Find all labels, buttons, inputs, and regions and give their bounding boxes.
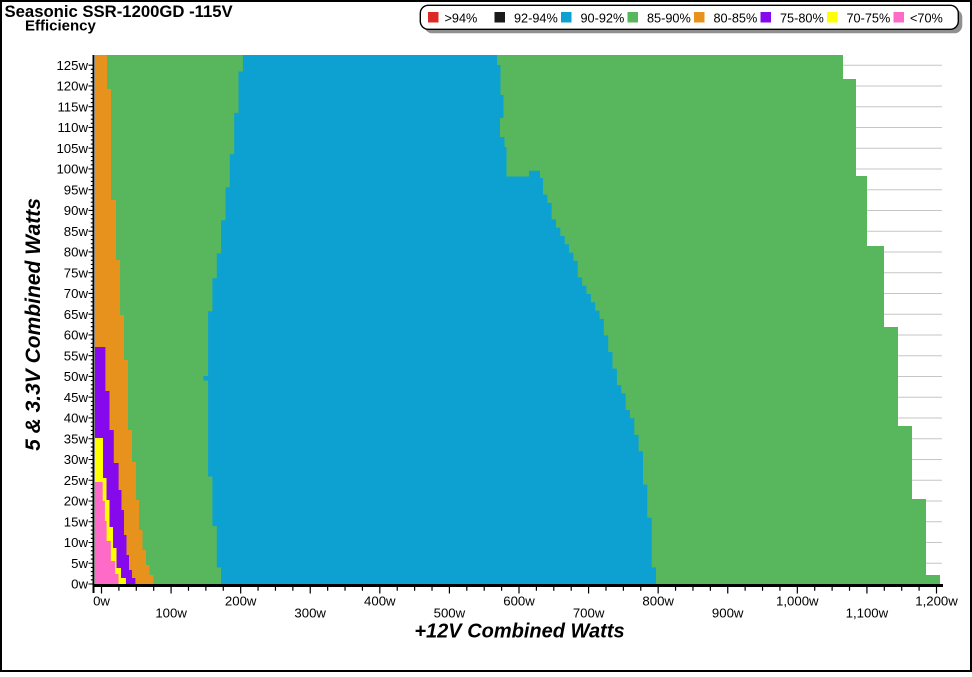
svg-text:100w: 100w bbox=[56, 162, 88, 177]
svg-text:300w: 300w bbox=[294, 605, 326, 620]
svg-text:+12V Combined Watts: +12V Combined Watts bbox=[414, 621, 624, 643]
svg-text:60w: 60w bbox=[64, 328, 89, 343]
svg-text:400w: 400w bbox=[364, 594, 396, 609]
svg-text:25w: 25w bbox=[64, 473, 89, 488]
svg-text:15w: 15w bbox=[64, 514, 89, 529]
svg-text:90w: 90w bbox=[64, 203, 89, 218]
svg-text:1,000w: 1,000w bbox=[776, 594, 819, 609]
svg-text:5w: 5w bbox=[71, 556, 88, 571]
svg-text:120w: 120w bbox=[56, 79, 88, 94]
svg-text:800w: 800w bbox=[642, 594, 674, 609]
svg-text:10w: 10w bbox=[64, 535, 89, 550]
svg-text:<70%: <70% bbox=[910, 11, 943, 25]
svg-text:30w: 30w bbox=[64, 452, 89, 467]
svg-text:80w: 80w bbox=[64, 245, 89, 260]
svg-text:900w: 900w bbox=[712, 605, 744, 620]
svg-text:115w: 115w bbox=[57, 99, 88, 114]
svg-text:1,200w: 1,200w bbox=[915, 594, 958, 609]
svg-text:40w: 40w bbox=[64, 411, 89, 426]
svg-text:Seasonic SSR-1200GD -115V: Seasonic SSR-1200GD -115V bbox=[5, 2, 234, 21]
svg-text:90-92%: 90-92% bbox=[581, 11, 625, 25]
svg-text:85w: 85w bbox=[64, 224, 89, 239]
svg-text:55w: 55w bbox=[64, 348, 89, 363]
svg-text:20w: 20w bbox=[64, 494, 89, 509]
svg-text:35w: 35w bbox=[64, 431, 89, 446]
svg-text:0w: 0w bbox=[71, 577, 88, 592]
svg-text:75-80%: 75-80% bbox=[780, 11, 824, 25]
svg-text:50w: 50w bbox=[64, 369, 89, 384]
svg-text:600w: 600w bbox=[503, 594, 535, 609]
svg-text:200w: 200w bbox=[225, 594, 257, 609]
svg-text:100w: 100w bbox=[155, 605, 187, 620]
svg-text:70w: 70w bbox=[64, 286, 89, 301]
svg-text:95w: 95w bbox=[64, 182, 89, 197]
svg-text:80-85%: 80-85% bbox=[714, 11, 758, 25]
svg-text:75w: 75w bbox=[64, 265, 89, 280]
svg-text:1,100w: 1,100w bbox=[846, 605, 889, 620]
svg-text:65w: 65w bbox=[64, 307, 89, 322]
svg-text:5 & 3.3V Combined Watts: 5 & 3.3V Combined Watts bbox=[22, 198, 45, 451]
svg-text:85-90%: 85-90% bbox=[647, 11, 691, 25]
svg-text:105w: 105w bbox=[56, 141, 88, 156]
svg-text:125w: 125w bbox=[56, 58, 88, 73]
svg-text:700w: 700w bbox=[573, 605, 605, 620]
svg-text:>94%: >94% bbox=[445, 11, 478, 25]
svg-text:0w: 0w bbox=[93, 594, 110, 609]
svg-text:110w: 110w bbox=[57, 120, 88, 135]
svg-text:70-75%: 70-75% bbox=[847, 11, 891, 25]
svg-text:45w: 45w bbox=[64, 390, 89, 405]
svg-text:500w: 500w bbox=[434, 605, 466, 620]
svg-text:92-94%: 92-94% bbox=[514, 11, 558, 25]
svg-text:Efficiency: Efficiency bbox=[25, 18, 97, 35]
